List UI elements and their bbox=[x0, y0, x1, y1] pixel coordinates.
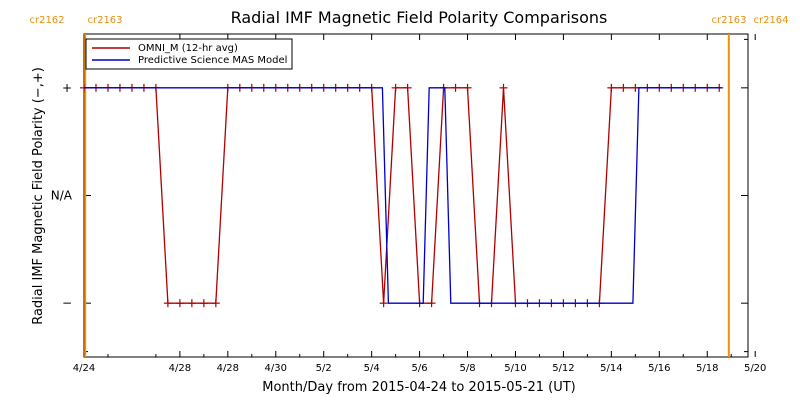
x-tick-label-3: 4/30 bbox=[265, 363, 287, 374]
y-tick-label-0: + bbox=[62, 81, 72, 95]
legend: OMNI_M (12-hr avg) Predictive Science MA… bbox=[85, 38, 293, 70]
series-layer bbox=[80, 83, 724, 308]
series-line-1 bbox=[84, 87, 722, 304]
series-0-point-44 bbox=[607, 83, 616, 92]
x-tick-label-13: 5/20 bbox=[744, 363, 766, 374]
y-axis: + N/A − bbox=[51, 38, 748, 353]
series-0-point-27 bbox=[403, 83, 412, 92]
x-tick-label-1: 4/28 bbox=[169, 363, 191, 374]
carrington-lines bbox=[84, 34, 730, 357]
series-0-point-45 bbox=[619, 83, 628, 92]
x-tick-label-10: 5/14 bbox=[600, 363, 622, 374]
series-0-point-26 bbox=[391, 83, 400, 92]
y-axis-label: Radial IMF Magnetic Field Polarity (−,+) bbox=[31, 67, 46, 325]
x-tick-label-4: 5/2 bbox=[316, 363, 332, 374]
x-tick-label-11: 5/16 bbox=[648, 363, 670, 374]
series-0-point-11 bbox=[211, 299, 220, 308]
x-axis: 4/24 4/28 4/28 4/30 5/2 5/4 5/6 5/8 5/10 5/12 5/14… bbox=[73, 34, 766, 374]
x-tick-label-8: 5/10 bbox=[504, 363, 526, 374]
x-tick-label-0: 4/24 bbox=[73, 363, 95, 374]
series-0-point-7 bbox=[163, 299, 172, 308]
carrington-labels: cr2162 cr2163 cr2163 cr2164 bbox=[29, 15, 788, 26]
series-line-0 bbox=[84, 87, 720, 304]
legend-label-mas: Predictive Science MAS Model bbox=[138, 55, 287, 66]
series-0-point-8 bbox=[175, 299, 184, 308]
x-tick-label-5: 5/4 bbox=[364, 363, 380, 374]
x-tick-label-12: 5/18 bbox=[696, 363, 718, 374]
x-tick-label-2: 4/28 bbox=[217, 363, 239, 374]
cr-label-right-2: cr2164 bbox=[753, 15, 788, 26]
legend-box bbox=[85, 38, 293, 70]
chart-title: Radial IMF Magnetic Field Polarity Compa… bbox=[231, 8, 608, 27]
cr-label-left-1: cr2162 bbox=[29, 15, 64, 26]
x-axis-label: Month/Day from 2015-04-24 to 2015-05-21 … bbox=[262, 380, 575, 395]
series-0-point-31 bbox=[451, 83, 460, 92]
series-0-point-29 bbox=[427, 299, 436, 308]
y-tick-label-2: − bbox=[62, 296, 72, 310]
plot-frame bbox=[83, 33, 749, 358]
legend-label-omni: OMNI_M (12-hr avg) bbox=[138, 43, 238, 54]
series-0-point-32 bbox=[463, 83, 472, 92]
y-tick-label-1: N/A bbox=[51, 189, 73, 203]
x-tick-label-6: 5/6 bbox=[412, 363, 428, 374]
series-0-point-25 bbox=[379, 299, 388, 308]
series-0-point-46 bbox=[631, 83, 640, 92]
x-tick-label-9: 5/12 bbox=[552, 363, 574, 374]
cr-label-right-1: cr2163 bbox=[711, 15, 746, 26]
cr-label-left-2: cr2163 bbox=[87, 15, 122, 26]
series-0-point-9 bbox=[187, 299, 196, 308]
series-0-point-10 bbox=[199, 299, 208, 308]
series-0-point-35 bbox=[499, 83, 508, 92]
x-tick-label-7: 5/8 bbox=[459, 363, 475, 374]
